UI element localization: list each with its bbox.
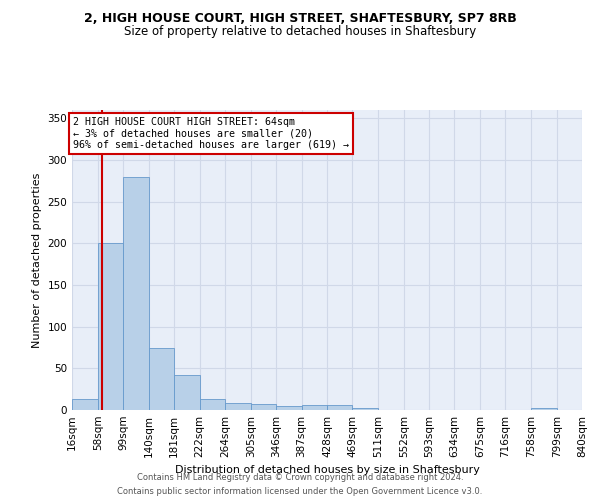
Bar bbox=[98, 244, 124, 410]
Bar bbox=[302, 405, 327, 410]
X-axis label: Distribution of detached houses by size in Shaftesbury: Distribution of detached houses by size … bbox=[175, 466, 479, 475]
Bar bbox=[72, 399, 98, 410]
Text: 2, HIGH HOUSE COURT, HIGH STREET, SHAFTESBURY, SP7 8RB: 2, HIGH HOUSE COURT, HIGH STREET, SHAFTE… bbox=[83, 12, 517, 26]
Bar bbox=[352, 408, 379, 410]
Bar bbox=[226, 404, 251, 410]
Bar bbox=[251, 404, 276, 410]
Bar bbox=[174, 375, 199, 410]
Bar bbox=[531, 408, 557, 410]
Text: Contains public sector information licensed under the Open Government Licence v3: Contains public sector information licen… bbox=[118, 486, 482, 496]
Bar bbox=[149, 348, 174, 410]
Bar bbox=[327, 405, 352, 410]
Y-axis label: Number of detached properties: Number of detached properties bbox=[32, 172, 42, 348]
Bar bbox=[199, 399, 226, 410]
Bar bbox=[276, 406, 302, 410]
Text: Contains HM Land Registry data © Crown copyright and database right 2024.: Contains HM Land Registry data © Crown c… bbox=[137, 473, 463, 482]
Text: Size of property relative to detached houses in Shaftesbury: Size of property relative to detached ho… bbox=[124, 25, 476, 38]
Text: 2 HIGH HOUSE COURT HIGH STREET: 64sqm
← 3% of detached houses are smaller (20)
9: 2 HIGH HOUSE COURT HIGH STREET: 64sqm ← … bbox=[73, 116, 349, 150]
Bar bbox=[124, 176, 149, 410]
